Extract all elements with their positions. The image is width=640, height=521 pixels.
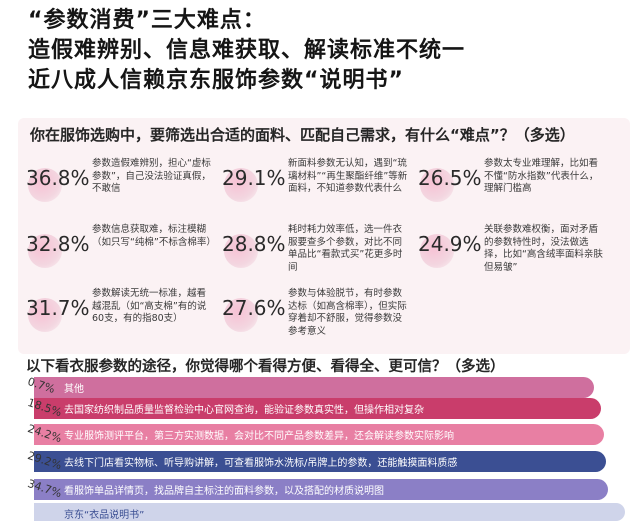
difficulty-percent: 27.6% xyxy=(222,296,286,320)
bubble-decoration xyxy=(224,234,258,268)
difficulty-text: 参数解读无统一标准，越看越混乱（如“高支棉”有的说60支，有的指80支） xyxy=(92,288,207,324)
title-line-1: “参数消费”三大难点： xyxy=(28,8,266,33)
difficulty-text: 参数太专业难理解，比如看不懂“防水指数”代表什么，理解门槛高 xyxy=(484,158,599,194)
bar-category-label: 专业服饰测评平台，第三方实测数据，会对比不同产品参数差异，还会解读参数实际影响 xyxy=(64,431,454,442)
bubble-decoration xyxy=(224,168,258,202)
bar: 去国家纺织制品质量监督检验中心官网查询，能验证参数真实性，但操作相对复杂 xyxy=(34,398,601,419)
title-line-2: 造假难辨别、信息难获取、解读标准不统一 xyxy=(28,38,466,63)
difficulty-item: 29.1% 新面料参数无认知，遇到“琉璃材料”“再生聚酯纤维”等新面料，不知道参数… xyxy=(222,156,412,218)
difficulty-item: 27.6% 参数与体验脱节，有时参数达标（如高含棉率），但实际穿着却不舒服，觉得参… xyxy=(222,286,412,348)
bar: 其他 xyxy=(34,377,594,398)
difficulty-percent: 31.7% xyxy=(26,296,90,320)
difficulties-panel xyxy=(18,118,630,354)
difficulty-item: 32.8% 参数信息获取难，标注模糊（如只写“纯棉”不标含棉率） xyxy=(26,222,216,284)
bubble-decoration xyxy=(224,298,258,332)
question-2: 以下看衣服参数的途径，你觉得哪个看得方便、看得全、更可信？（多选） xyxy=(26,359,505,375)
difficulty-percent: 28.8% xyxy=(222,232,286,256)
difficulty-text: 新面料参数无认知，遇到“琉璃材料”“再生聚酯纤维”等新面料，不知道参数代表什么 xyxy=(288,158,408,194)
difficulty-percent: 36.8% xyxy=(26,166,90,190)
difficulty-text: 关联参数难权衡，面对矛盾的参数特性时，没法做选择，比如“高含绒率面料亲肤但易皱” xyxy=(484,224,603,273)
difficulty-item: 24.9% 关联参数难权衡，面对矛盾的参数特性时，没法做选择，比如“高含绒率面料亲… xyxy=(418,222,608,284)
bar-category-label: 去国家纺织制品质量监督检验中心官网查询，能验证参数真实性，但操作相对复杂 xyxy=(64,405,424,416)
difficulty-item: 36.8% 参数造假难辨别，担心“虚标参数”，自己没法验证真假，不敢信 xyxy=(26,156,216,218)
bar-category-label: 其他 xyxy=(64,384,84,395)
difficulty-text: 参数与体验脱节，有时参数达标（如高含棉率），但实际穿着却不舒服，觉得参数没参考意… xyxy=(288,288,407,337)
bubble-decoration xyxy=(28,234,62,268)
bubble-decoration xyxy=(28,298,62,332)
difficulty-percent: 32.8% xyxy=(26,232,90,256)
difficulty-item: 31.7% 参数解读无统一标准，越看越混乱（如“高支棉”有的说60支，有的指80支… xyxy=(26,286,216,348)
bar-category-label: 看服饰单品详情页，找品牌自主标注的面料参数，以及搭配的材质说明图 xyxy=(64,486,384,497)
bubble-decoration xyxy=(420,168,454,202)
difficulty-text: 参数造假难辨别，担心“虚标参数”，自己没法验证真假，不敢信 xyxy=(92,158,211,194)
bar: 去线下门店看实物标、听导购讲解，可查看服饰水洗标/吊牌上的参数，还能触摸面料质感 xyxy=(34,451,606,472)
title-block: “参数消费”三大难点： 造假难辨别、信息难获取、解读标准不统一 近八成人信赖京东… xyxy=(28,6,628,96)
difficulty-item: 26.5% 参数太专业难理解，比如看不懂“防水指数”代表什么，理解门槛高 xyxy=(418,156,608,218)
question-1: 你在服饰选购中，要筛选出合适的面料、匹配自己需求，有什么“难点”？（多选） xyxy=(30,126,575,144)
bar-category-label: 京东“衣品说明书” xyxy=(64,510,145,521)
difficulty-text: 耗时耗力效率低，选一件衣服要查多个参数，对比不同单品比“看款式买”花更多时间 xyxy=(288,224,403,273)
bar: 京东“衣品说明书” xyxy=(34,503,625,521)
bar: 看服饰单品详情页，找品牌自主标注的面料参数，以及搭配的材质说明图 xyxy=(34,479,608,500)
difficulty-percent: 26.5% xyxy=(418,166,482,190)
bar: 专业服饰测评平台，第三方实测数据，会对比不同产品参数差异，还会解读参数实际影响 xyxy=(34,424,604,445)
difficulty-percent: 29.1% xyxy=(222,166,286,190)
bar-category-label: 去线下门店看实物标、听导购讲解，可查看服饰水洗标/吊牌上的参数，还能触摸面料质感 xyxy=(64,458,458,469)
difficulty-item: 28.8% 耗时耗力效率低，选一件衣服要查多个参数，对比不同单品比“看款式买”花更… xyxy=(222,222,412,284)
bubble-decoration xyxy=(420,234,454,268)
difficulty-text: 参数信息获取难，标注模糊（如只写“纯棉”不标含棉率） xyxy=(92,224,216,248)
difficulty-percent: 24.9% xyxy=(418,232,482,256)
title-line-3: 近八成人信赖京东服饰参数“说明书” xyxy=(28,68,404,93)
bubble-decoration xyxy=(28,168,62,202)
